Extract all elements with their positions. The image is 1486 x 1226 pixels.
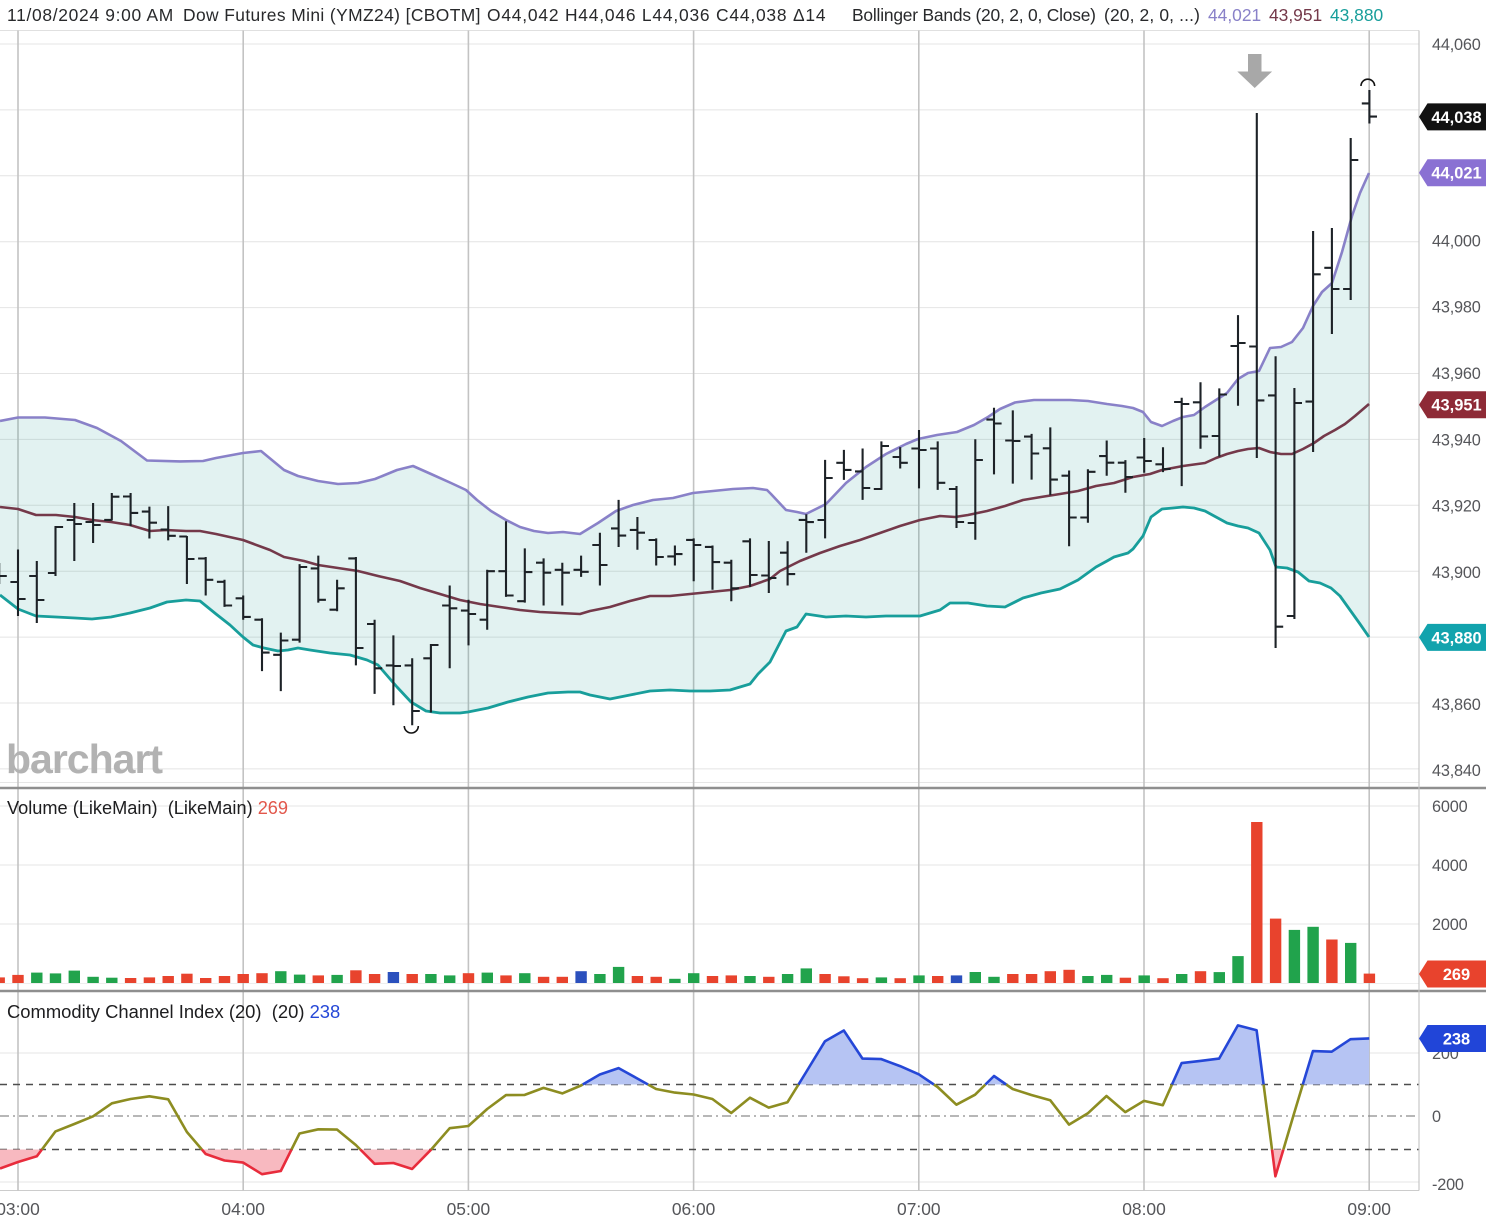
svg-text:44,021: 44,021 (1431, 165, 1481, 183)
svg-text:barchart: barchart (6, 736, 163, 782)
svg-text:43,960: 43,960 (1432, 365, 1481, 383)
svg-text:43,880: 43,880 (1431, 629, 1481, 647)
svg-text:269: 269 (1443, 966, 1470, 984)
svg-text:0: 0 (1432, 1108, 1441, 1126)
svg-text:06:00: 06:00 (672, 1199, 716, 1219)
svg-text:09:00: 09:00 (1347, 1199, 1391, 1219)
svg-text:(20, 2, 0, ...): (20, 2, 0, ...) (1104, 5, 1200, 25)
svg-text:44,021: 44,021 (1208, 5, 1261, 25)
svg-text:44,038: 44,038 (1431, 109, 1481, 127)
svg-text:43,951: 43,951 (1269, 5, 1322, 25)
svg-text:43,860: 43,860 (1432, 696, 1481, 714)
svg-text:08:00: 08:00 (1122, 1199, 1166, 1219)
svg-text:Dow Futures Mini (YMZ24) [CBOT: Dow Futures Mini (YMZ24) [CBOTM] (183, 5, 481, 25)
svg-text:238: 238 (1443, 1031, 1470, 1049)
svg-text:04:00: 04:00 (221, 1199, 265, 1219)
svg-text:O44,042 H44,046 L44,036 C44,03: O44,042 H44,046 L44,036 C44,038 Δ14 (487, 5, 826, 25)
svg-text:07:00: 07:00 (897, 1199, 941, 1219)
svg-text:43,840: 43,840 (1432, 762, 1481, 780)
svg-text:43,900: 43,900 (1432, 564, 1481, 582)
svg-text:43,920: 43,920 (1432, 498, 1481, 516)
svg-text:4000: 4000 (1432, 857, 1468, 875)
svg-text:43,980: 43,980 (1432, 299, 1481, 317)
svg-text:Volume (LikeMain) (LikeMain): Volume (LikeMain) (LikeMain) 269 (7, 798, 288, 818)
svg-text:2000: 2000 (1432, 916, 1468, 934)
svg-text:43,940: 43,940 (1432, 431, 1481, 449)
svg-text:43,951: 43,951 (1431, 397, 1481, 415)
svg-text:-200: -200 (1432, 1176, 1464, 1194)
svg-text:05:00: 05:00 (447, 1199, 491, 1219)
svg-text:44,000: 44,000 (1432, 233, 1481, 251)
svg-text:11/08/2024 9:00 AM: 11/08/2024 9:00 AM (7, 5, 174, 25)
svg-text:44,060: 44,060 (1432, 36, 1481, 54)
svg-text:43,880: 43,880 (1330, 5, 1383, 25)
svg-text:Bollinger Bands (20, 2, 0, Clo: Bollinger Bands (20, 2, 0, Close) (852, 5, 1096, 25)
svg-text:6000: 6000 (1432, 798, 1468, 816)
svg-text:Commodity Channel Index (20): Commodity Channel Index (20) (20) 238 (7, 1001, 340, 1022)
svg-text:03:00: 03:00 (0, 1199, 40, 1219)
